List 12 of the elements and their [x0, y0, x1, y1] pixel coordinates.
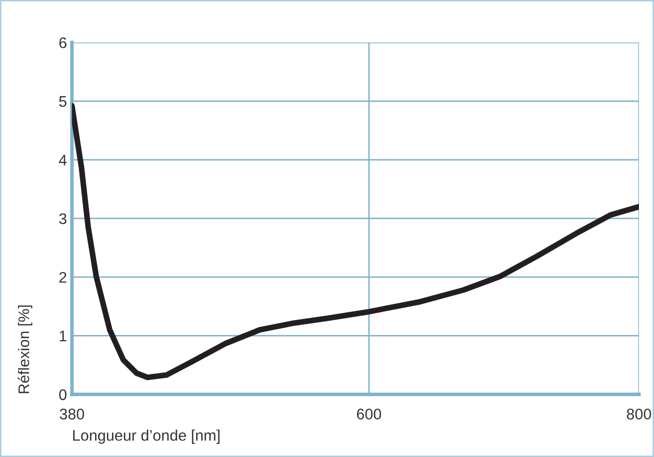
y-tick-label: 3 — [59, 213, 66, 224]
x-axis-title: Longueur d’onde [nm] — [73, 430, 220, 444]
x-tick-label: 600 — [356, 408, 382, 420]
y-tick-label: 0 — [59, 389, 66, 400]
x-tick-label: 800 — [626, 408, 652, 420]
y-tick-label: 4 — [58, 154, 67, 166]
y-tick-label: 1 — [60, 330, 66, 342]
y-tick-label: 2 — [59, 272, 66, 283]
y-tick-label: 5 — [59, 96, 66, 107]
x-tick-label: 380 — [60, 408, 84, 420]
y-tick-label: 6 — [59, 37, 66, 48]
y-axis-title: Réflexion [%] — [18, 305, 32, 394]
